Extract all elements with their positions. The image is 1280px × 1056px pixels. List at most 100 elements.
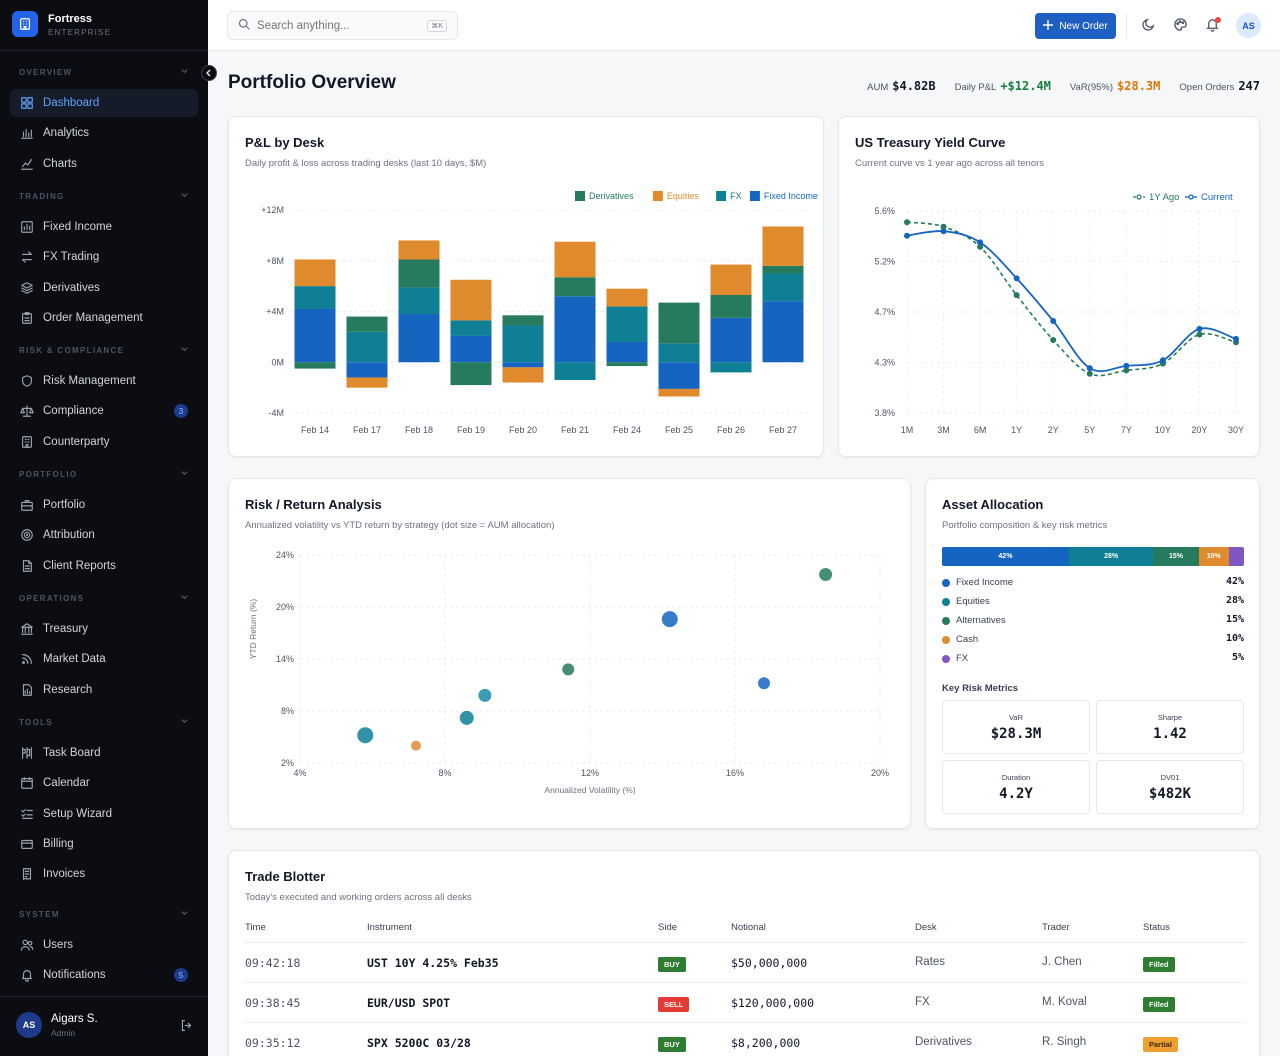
- moon-icon[interactable]: [1141, 17, 1156, 37]
- column-header-instrument[interactable]: Instrument: [367, 922, 412, 933]
- bar-segment-fixed-income: [606, 341, 648, 363]
- sidebar-item-market-data[interactable]: Market Data: [10, 645, 198, 673]
- allocation-row-equities: Equities 28%: [942, 595, 1244, 609]
- sidebar-item-portfolio[interactable]: Portfolio: [10, 491, 198, 519]
- allocation-row-fx: FX 5%: [942, 652, 1244, 666]
- column-header-trader[interactable]: Trader: [1042, 922, 1070, 933]
- data-point-1y-ago: [977, 243, 984, 250]
- column-header-side[interactable]: Side: [658, 922, 678, 933]
- table-row[interactable]: 09:38:45 EUR/USD SPOT SELL $120,000,000 FX M.…: [245, 983, 1246, 1023]
- sidebar-item-charts[interactable]: Charts: [10, 150, 198, 178]
- allocation-name: Alternatives: [956, 615, 1006, 626]
- sidebar-item-dashboard[interactable]: Dashboard: [10, 89, 198, 117]
- legend-marker: [1136, 194, 1142, 200]
- table-row[interactable]: 09:35:12 SPX 5200C 03/28 BUY $8,200,000 Deri…: [245, 1023, 1246, 1056]
- page-title: Portfolio Overview: [228, 72, 396, 93]
- column-header-desk[interactable]: Desk: [915, 922, 937, 933]
- x-tick-label: 1M: [901, 425, 914, 435]
- sidebar-item-calendar[interactable]: Calendar: [10, 769, 198, 797]
- bar-segment-fx: [606, 306, 648, 342]
- data-point-current: [1086, 365, 1093, 372]
- sidebar-section-overview[interactable]: OVERVIEW: [19, 68, 189, 77]
- allocation-name: Equities: [956, 596, 990, 607]
- sidebar-item-treasury[interactable]: Treasury: [10, 615, 198, 643]
- risk-return-card: Risk / Return Analysis Annualized volati…: [228, 478, 911, 829]
- sidebar-item-label: Billing: [43, 837, 74, 850]
- sidebar-item-invoices[interactable]: Invoices: [10, 860, 198, 888]
- card-title: P&L by Desk: [245, 135, 325, 150]
- logout-icon[interactable]: [180, 1019, 193, 1037]
- sidebar-item-derivatives[interactable]: Derivatives: [10, 274, 198, 302]
- sidebar-section-portfolio[interactable]: PORTFOLIO: [19, 470, 189, 479]
- sidebar-item-client-reports[interactable]: Client Reports: [10, 552, 198, 580]
- x-tick-label: Feb 21: [561, 425, 589, 435]
- sidebar-item-task-board[interactable]: Task Board: [10, 739, 198, 767]
- sidebar-item-risk-management[interactable]: Risk Management: [10, 367, 198, 395]
- bar-segment-fx: [554, 362, 596, 381]
- sidebar-item-fixed-income[interactable]: Fixed Income: [10, 213, 198, 241]
- bell-icon[interactable]: [1205, 17, 1220, 37]
- y-tick-label: -4M: [269, 408, 285, 418]
- bar-segment-fx: [658, 343, 700, 363]
- sidebar-item-research[interactable]: Research: [10, 676, 198, 704]
- x-tick-label: 16%: [726, 768, 744, 778]
- brand[interactable]: Fortress ENTERPRISE: [12, 11, 110, 37]
- allocation-name: Fixed Income: [956, 577, 1014, 588]
- sidebar-item-label: Compliance: [43, 405, 104, 418]
- column-header-time[interactable]: Time: [245, 922, 266, 933]
- bar-segment-derivatives: [502, 315, 544, 326]
- bar-segment-equities: [762, 226, 804, 266]
- sidebar-item-compliance[interactable]: Compliance 3: [10, 397, 198, 425]
- sidebar-item-label: Calendar: [43, 777, 90, 790]
- new-order-button[interactable]: New Order: [1035, 13, 1116, 39]
- scatter-point: [819, 568, 833, 581]
- sidebar-item-fx-trading[interactable]: FX Trading: [10, 243, 198, 271]
- legend-swatch: [749, 191, 760, 201]
- search-input[interactable]: [257, 19, 427, 32]
- column-header-status[interactable]: Status: [1143, 922, 1170, 933]
- legend-label: Derivatives: [589, 191, 634, 201]
- sidebar-item-analytics[interactable]: Analytics: [10, 119, 198, 147]
- sidebar-section-operations[interactable]: OPERATIONS: [19, 594, 189, 603]
- building-logo-icon: [12, 11, 38, 37]
- sidebar-item-billing[interactable]: Billing: [10, 830, 198, 858]
- bar-segment-fixed-income: [554, 296, 596, 363]
- stat-label: VaR(95%): [1069, 82, 1114, 93]
- sidebar-section-risk-and-compliance[interactable]: RISK & COMPLIANCE: [19, 346, 189, 355]
- sidebar-section-trading[interactable]: TRADING: [19, 192, 189, 201]
- allocation-row-fixed-income: Fixed Income 42%: [942, 576, 1244, 590]
- bar-segment-equities: [710, 264, 752, 296]
- sidebar-item-label: Market Data: [43, 653, 106, 666]
- metric-label: Sharpe: [1157, 713, 1183, 722]
- chevron-down-icon: [180, 66, 189, 77]
- count-badge: 5: [174, 968, 188, 983]
- card-title: US Treasury Yield Curve: [855, 135, 1006, 150]
- sidebar-item-users[interactable]: Users: [10, 931, 198, 959]
- sidebar-section-tools[interactable]: TOOLS: [19, 718, 189, 727]
- x-tick-label: 7Y: [1121, 425, 1132, 435]
- sidebar-item-setup-wizard[interactable]: Setup Wizard: [10, 800, 198, 828]
- clipboard-icon: [20, 311, 43, 325]
- cell-time: 09:38:45: [245, 996, 301, 1010]
- sidebar-item-counterparty[interactable]: Counterparty: [10, 428, 198, 456]
- palette-icon[interactable]: [1173, 17, 1188, 37]
- search-box[interactable]: ⌘K: [227, 11, 458, 40]
- sidebar-collapse-button[interactable]: [201, 65, 217, 81]
- sidebar-section-title: TRADING: [19, 192, 65, 201]
- user-avatar-button[interactable]: AS: [1236, 13, 1261, 38]
- sidebar-section-system[interactable]: SYSTEM: [19, 910, 189, 919]
- legend-swatch: [575, 191, 585, 201]
- allocation-segment-cash: 10%: [1198, 547, 1229, 566]
- table-row[interactable]: 09:42:18 UST 10Y 4.25% Feb35 BUY $50,000,00…: [245, 943, 1246, 983]
- metric-sharpe: Sharpe 1.42: [1096, 700, 1244, 754]
- y-tick-label: 3.8%: [874, 408, 895, 418]
- column-header-notional[interactable]: Notional: [731, 922, 766, 933]
- sidebar-item-notifications[interactable]: Notifications 5: [10, 961, 198, 989]
- stat-open-orders: Open Orders 247: [1179, 77, 1260, 95]
- user-profile[interactable]: AS Aigars S. Admin: [16, 1012, 98, 1038]
- x-tick-label: 8%: [438, 768, 451, 778]
- sidebar-item-order-management[interactable]: Order Management: [10, 304, 198, 332]
- sidebar-item-label: Research: [43, 683, 93, 696]
- metric-label: VaR: [1008, 713, 1024, 722]
- sidebar-item-attribution[interactable]: Attribution: [10, 521, 198, 549]
